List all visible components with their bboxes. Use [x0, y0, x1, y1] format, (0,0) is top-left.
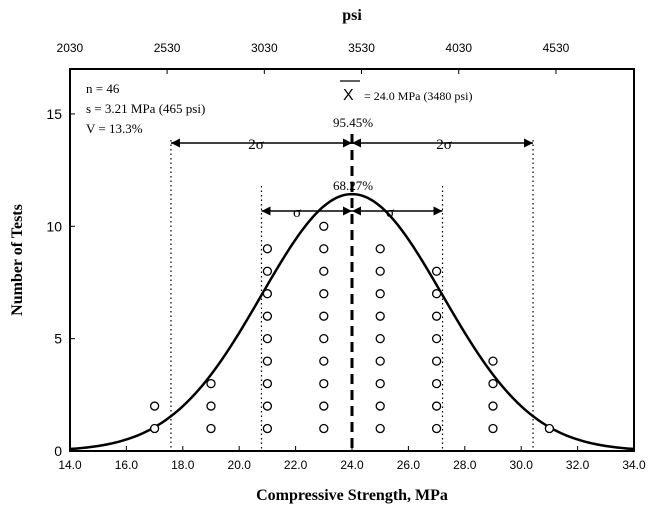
psi-tick-label-2: 3030 — [251, 41, 278, 55]
data-point-13 — [262, 244, 273, 254]
data-point-41 — [488, 423, 498, 434]
data-point-23 — [319, 221, 329, 231]
psi-tick-label-5: 4530 — [543, 41, 570, 55]
data-point-34 — [431, 401, 442, 411]
data-point-21 — [319, 266, 329, 276]
x-tick-label-7: 28.0 — [453, 458, 477, 472]
x-tick-label-8: 30.0 — [510, 458, 534, 472]
one-sigma-arrow-left-head-start — [261, 206, 271, 216]
data-point-9 — [262, 333, 273, 344]
two-sigma-arrow-left-head-end — [343, 138, 352, 148]
data-point-25 — [375, 401, 385, 411]
two-sigma-label-right: 2σ — [436, 137, 452, 153]
data-point-15 — [319, 401, 329, 411]
x-tick-label-6: 26.0 — [397, 458, 421, 472]
data-point-32 — [375, 244, 385, 254]
data-point-39 — [431, 289, 442, 299]
data-point-45 — [544, 423, 555, 434]
x-tick-label-1: 16.0 — [115, 458, 139, 472]
data-point-37 — [431, 333, 442, 344]
data-point-10 — [262, 311, 273, 321]
data-point-44 — [488, 356, 498, 366]
x-tick-label-10: 34.0 — [622, 458, 646, 472]
one-sigma-arrow-right-head-start — [352, 206, 361, 216]
psi-tick-label-3: 3530 — [348, 41, 375, 55]
data-point-42 — [488, 401, 498, 411]
data-point-43 — [488, 378, 498, 389]
data-point-7 — [262, 378, 273, 389]
data-point-1 — [149, 401, 160, 411]
x-tick-label-2: 18.0 — [171, 458, 195, 472]
x-tick-label-0: 14.0 — [58, 458, 82, 472]
x-tick-label-4: 22.0 — [284, 458, 308, 472]
data-point-26 — [375, 378, 385, 389]
data-point-36 — [431, 356, 442, 366]
x-axis-title: Compressive Strength, MPa — [256, 487, 448, 504]
data-point-28 — [375, 333, 385, 344]
psi-tick-label-4: 4030 — [445, 41, 472, 55]
two-sigma-pct: 95.45% — [333, 115, 373, 130]
one-sigma-label-right: σ — [386, 205, 394, 221]
mean-label: = 24.0 MPa (3480 psi) — [364, 89, 472, 103]
data-point-35 — [431, 378, 442, 389]
two-sigma-arrow-right-head-end — [524, 138, 534, 148]
data-point-22 — [319, 244, 329, 254]
psi-tick-label-0: 2030 — [57, 41, 84, 55]
data-point-6 — [262, 401, 273, 411]
data-point-8 — [262, 356, 273, 366]
two-sigma-label-left: 2σ — [248, 137, 264, 153]
y-tick-label-3: 15 — [46, 106, 62, 122]
y-tick-label-0: 0 — [54, 443, 62, 459]
data-point-17 — [319, 356, 329, 366]
y-tick-label-1: 5 — [54, 331, 62, 347]
normal-fit-curve — [69, 192, 635, 451]
one-sigma-label-left: σ — [293, 205, 301, 221]
data-point-2 — [206, 423, 216, 434]
data-point-20 — [319, 289, 329, 299]
x-tick-label-3: 20.0 — [228, 458, 252, 472]
data-point-24 — [375, 423, 385, 434]
stat-n: n = 46 — [86, 81, 120, 96]
chart-marks: 14.0 16.0 18.0 20.0 22.0 24.0 26.0 28.0 30.0 32.0… — [46, 41, 646, 472]
mean-symbol: X — [343, 87, 354, 104]
data-point-31 — [375, 266, 385, 276]
data-point-38 — [431, 311, 442, 321]
data-point-33 — [431, 423, 442, 434]
y-tick-label-2: 10 — [46, 218, 62, 234]
data-point-12 — [262, 266, 273, 276]
data-point-18 — [319, 333, 329, 344]
y-axis-title: Number of Tests — [9, 204, 26, 316]
data-point-29 — [375, 311, 385, 321]
x-tick-label-9: 32.0 — [566, 458, 590, 472]
data-point-3 — [206, 401, 216, 411]
one-sigma-arrow-right-head-end — [433, 206, 443, 216]
stat-s: s = 3.21 MPa (465 psi) — [86, 101, 205, 116]
data-point-0 — [149, 423, 160, 434]
data-point-4 — [206, 378, 216, 389]
top-axis-title: psi — [342, 7, 362, 24]
x-tick-label-5: 24.0 — [340, 458, 364, 472]
stat-v: V = 13.3% — [86, 121, 143, 136]
psi-tick-label-1: 2530 — [154, 41, 181, 55]
data-point-14 — [319, 423, 329, 434]
data-point-11 — [262, 289, 273, 299]
one-sigma-arrow-left-head-end — [343, 206, 352, 216]
two-sigma-arrow-right-head-start — [352, 138, 361, 148]
data-point-5 — [262, 423, 273, 434]
data-point-27 — [375, 356, 385, 366]
data-point-16 — [319, 378, 329, 389]
data-point-30 — [375, 289, 385, 299]
data-point-40 — [431, 266, 442, 276]
two-sigma-arrow-left-head-start — [170, 138, 180, 148]
data-point-19 — [319, 311, 329, 321]
